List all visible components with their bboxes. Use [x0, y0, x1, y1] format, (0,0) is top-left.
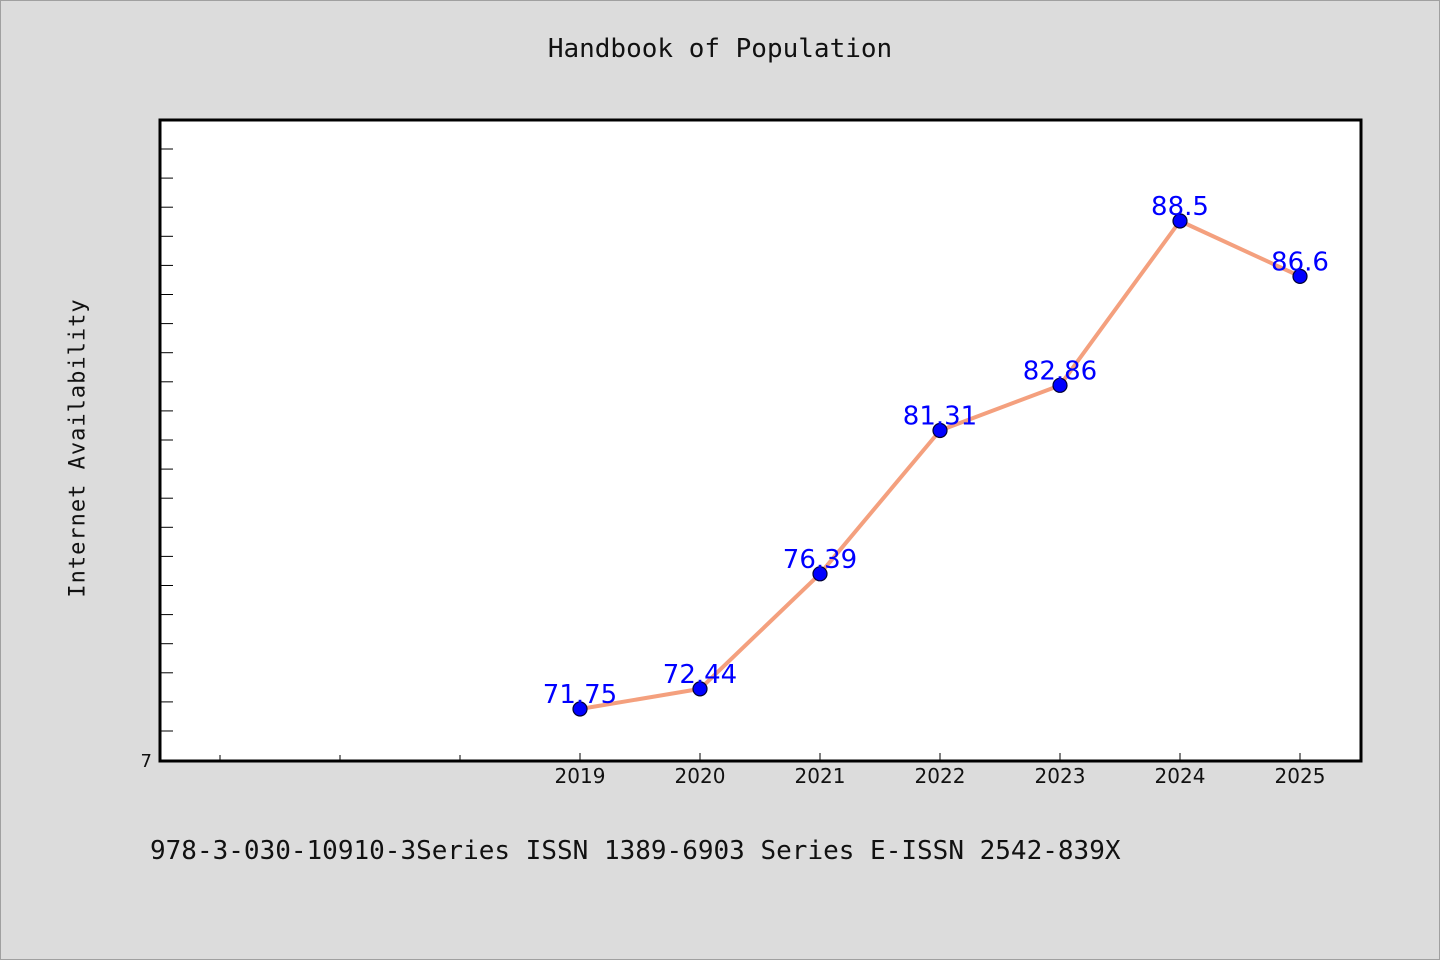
data-point	[692, 681, 708, 697]
data-label: 81.31	[903, 401, 977, 431]
chart-title: Handbook of Population	[547, 34, 893, 64]
x-tick-label: 2025	[1275, 764, 1326, 788]
y-tick-label: 7	[141, 751, 152, 772]
plot-area	[158, 118, 1363, 763]
data-point	[1052, 377, 1068, 393]
data-point	[932, 422, 948, 439]
x-tick-label: 2020	[675, 764, 726, 788]
x-axis-ticks: 2019 2020 2021 2022 2023 2024 2025	[219, 753, 1326, 788]
data-point	[1292, 268, 1308, 284]
series-line-group	[572, 213, 1308, 717]
data-label: 76.39	[783, 545, 857, 575]
data-point	[1172, 213, 1188, 229]
data-point	[572, 701, 588, 717]
footer-text: 978-3-030-10910-3Series ISSN 1389-6903 S…	[150, 836, 1121, 866]
y-axis-ticks: 7	[141, 148, 173, 772]
x-tick-label: 2021	[795, 764, 846, 788]
x-tick-label: 2022	[915, 764, 966, 788]
data-point	[812, 566, 828, 582]
x-tick-label: 2024	[1155, 764, 1206, 788]
data-labels-group: 71.75 72.44 76.39 81.31 82.86 88.5 86.6	[543, 192, 1329, 710]
data-label: 71.75	[543, 680, 617, 710]
x-tick-label: 2019	[555, 764, 606, 788]
data-label: 88.5	[1151, 192, 1209, 222]
x-tick-label: 2023	[1035, 764, 1086, 788]
data-label: 86.6	[1271, 247, 1329, 277]
data-label: 82.86	[1023, 356, 1097, 386]
data-label: 72.44	[663, 660, 737, 690]
